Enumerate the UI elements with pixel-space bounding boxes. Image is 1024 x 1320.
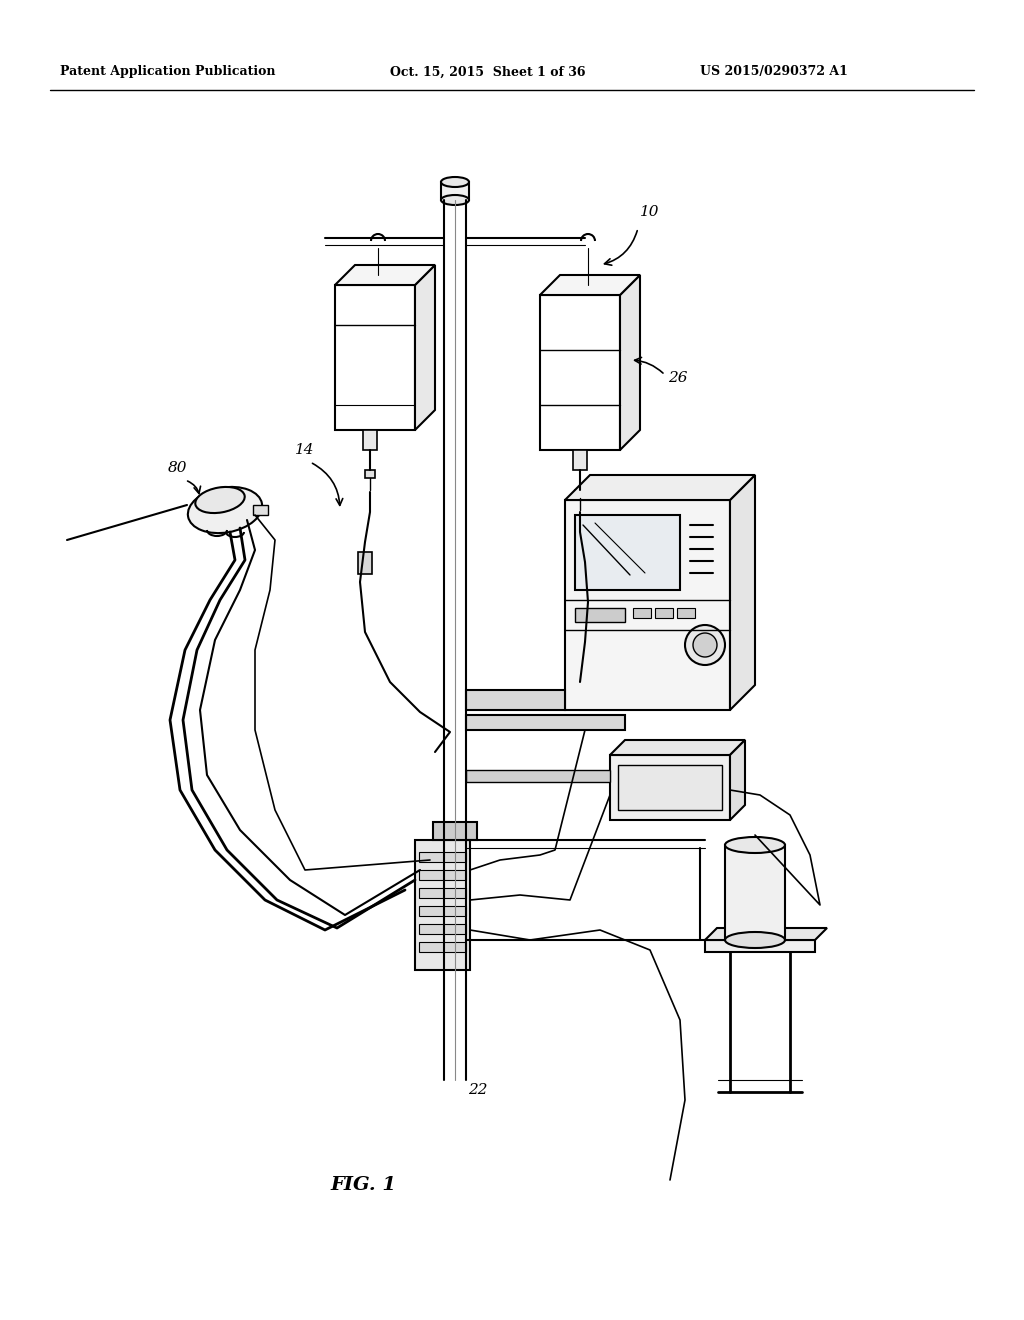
Bar (419, 888, 466, 898)
Polygon shape (335, 265, 435, 285)
Text: 14: 14 (295, 444, 314, 457)
Bar (575, 490, 585, 498)
Ellipse shape (725, 837, 785, 853)
Bar (419, 942, 466, 952)
Polygon shape (705, 928, 827, 940)
Text: 22: 22 (468, 1082, 487, 1097)
Bar (253, 506, 268, 515)
Bar (677, 609, 695, 618)
Circle shape (685, 624, 725, 665)
Bar (419, 924, 466, 935)
Bar (466, 690, 565, 710)
Text: Oct. 15, 2015  Sheet 1 of 36: Oct. 15, 2015 Sheet 1 of 36 (390, 66, 586, 78)
Polygon shape (565, 475, 755, 500)
Bar (466, 715, 625, 730)
Bar (419, 906, 466, 916)
Bar (358, 552, 372, 574)
Text: 80: 80 (168, 461, 187, 475)
Ellipse shape (187, 487, 262, 533)
Bar (419, 851, 466, 862)
Polygon shape (415, 265, 435, 430)
Bar (433, 822, 477, 840)
Text: US 2015/0290372 A1: US 2015/0290372 A1 (700, 66, 848, 78)
Ellipse shape (441, 177, 469, 187)
Bar (705, 940, 815, 952)
Polygon shape (730, 741, 745, 820)
Bar (575, 609, 625, 622)
Polygon shape (620, 275, 640, 450)
Bar (725, 845, 785, 940)
Bar (610, 755, 730, 820)
Polygon shape (730, 475, 755, 710)
Text: 10: 10 (640, 205, 659, 219)
Bar (365, 470, 375, 478)
Polygon shape (540, 275, 640, 294)
Bar (362, 430, 377, 450)
Ellipse shape (196, 487, 245, 513)
Text: FIG. 1: FIG. 1 (330, 1176, 396, 1195)
Bar (575, 562, 587, 583)
Bar (575, 515, 680, 590)
Polygon shape (610, 741, 745, 755)
Bar (466, 770, 610, 781)
Bar (415, 840, 470, 970)
Bar (419, 870, 466, 880)
Ellipse shape (441, 195, 469, 205)
Bar (618, 766, 722, 810)
Bar (633, 609, 651, 618)
Text: 26: 26 (668, 371, 687, 385)
Bar (565, 500, 730, 710)
Bar (540, 294, 620, 450)
Text: Patent Application Publication: Patent Application Publication (60, 66, 275, 78)
Bar (655, 609, 673, 618)
Ellipse shape (725, 932, 785, 948)
Bar (573, 450, 587, 470)
Bar (335, 285, 415, 430)
Bar (441, 182, 469, 201)
Circle shape (693, 634, 717, 657)
